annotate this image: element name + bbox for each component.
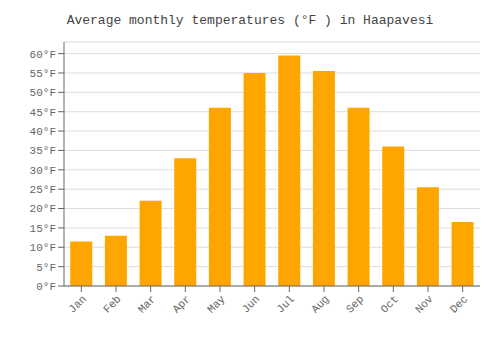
svg-text:May: May [205,293,228,316]
svg-text:40°F: 40°F [30,126,56,138]
svg-text:35°F: 35°F [30,145,56,157]
svg-text:50°F: 50°F [30,87,56,99]
svg-text:Nov: Nov [413,293,436,316]
svg-text:0°F: 0°F [36,281,56,293]
svg-text:10°F: 10°F [30,242,56,254]
svg-text:Jan: Jan [66,293,88,315]
svg-text:Apr: Apr [170,293,192,315]
svg-text:Jul: Jul [274,293,296,315]
svg-text:Sep: Sep [344,293,366,315]
svg-text:15°F: 15°F [30,223,56,235]
svg-text:25°F: 25°F [30,184,56,196]
svg-text:5°F: 5°F [36,262,56,274]
svg-text:Feb: Feb [101,293,123,315]
svg-text:55°F: 55°F [30,68,56,80]
svg-text:20°F: 20°F [30,203,56,215]
svg-text:30°F: 30°F [30,165,56,177]
svg-text:60°F: 60°F [30,49,56,61]
html-text:Average monthly temperatures (: Average monthly temperatures (°F ) in Ha… [66,13,434,28]
svg-text:45°F: 45°F [30,107,56,119]
svg-text:Oct: Oct [378,293,400,315]
svg-text:Jun: Jun [240,293,262,315]
svg-text:Mar: Mar [136,293,158,315]
svg-text:Aug: Aug [309,293,331,315]
svg-text:Dec: Dec [448,293,470,315]
